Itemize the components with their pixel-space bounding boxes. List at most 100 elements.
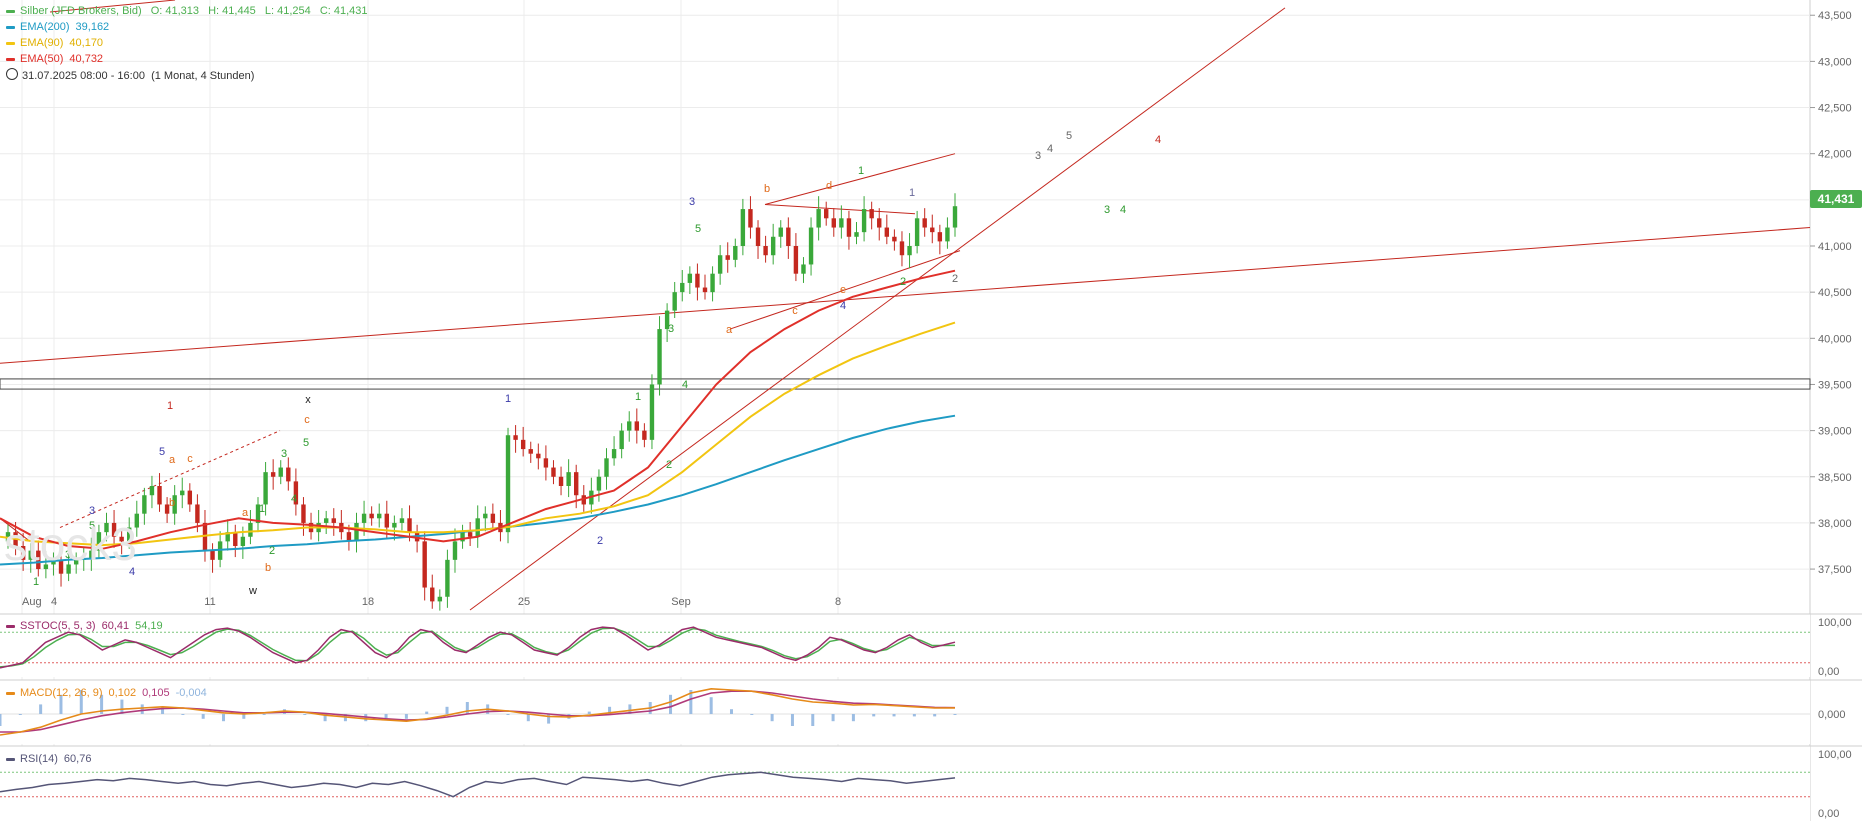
candle-body (899, 241, 905, 256)
sstoc-title: SSTOC(5, 5, 3) (20, 620, 96, 632)
rsi-value: 60,76 (63, 753, 92, 765)
candle-body (399, 518, 405, 523)
time-tick-label: 11 (204, 596, 215, 608)
wave-label: 3 (89, 505, 95, 517)
macd-histogram-bar (79, 690, 83, 714)
macd-histogram-bar (445, 706, 449, 714)
candle-body (164, 504, 170, 514)
long-trendline (0, 227, 1811, 364)
wave-label: 1 (505, 393, 511, 405)
price-tick-label: 40,500 (1818, 287, 1852, 299)
candle-body (536, 453, 541, 459)
ema200-value: 39,162 (75, 21, 110, 33)
candle-body (293, 481, 299, 505)
candle-body (96, 532, 102, 551)
rsi-tick-0: 0,00 (1818, 808, 1839, 820)
macd-histogram-bar (262, 714, 266, 715)
rsi-title: RSI(14) (20, 753, 58, 765)
candle-body (672, 292, 677, 311)
wave-label: 2 (900, 276, 906, 288)
candle-body (323, 518, 329, 523)
macd-signal-value: 0,105 (142, 687, 170, 699)
rsi-line (0, 771, 956, 798)
candle-body (377, 513, 382, 519)
candle-body (945, 227, 950, 242)
candle-body (574, 472, 579, 496)
wave-label: 1 (259, 503, 265, 515)
wave-label: 5 (695, 223, 701, 235)
wave-label: 3 (668, 323, 674, 335)
candle-body (490, 513, 496, 523)
candle-body (119, 536, 124, 542)
candle-body (278, 467, 283, 477)
candle-body (649, 384, 655, 440)
candle-body (248, 522, 253, 537)
legend-ema90: EMA(90) 40,170 (6, 36, 103, 50)
candle-body (475, 518, 480, 537)
wave-label: 3 (281, 448, 287, 460)
ema90-line (0, 321, 956, 547)
legend-macd: MACD(12, 26, 9) 0,102 0,105 -0,004 (6, 686, 207, 700)
wave-label: b (265, 562, 271, 574)
candle-body (528, 449, 533, 454)
candle-body (127, 527, 132, 542)
candle-body (642, 430, 647, 440)
ema200-name: EMA(200) (20, 21, 70, 33)
macd-histogram-bar (404, 714, 408, 719)
ema90-name: EMA(90) (20, 37, 64, 49)
wave-label: 4 (682, 379, 688, 391)
candle-body (937, 232, 943, 242)
price-tick-label: 42,500 (1818, 103, 1852, 115)
macd-value: 0,102 (108, 687, 137, 699)
sstoc-k-value: 60,41 (101, 620, 130, 632)
candle-body (195, 504, 200, 523)
candle-body (233, 532, 238, 546)
price-tick-label: 39,500 (1818, 379, 1852, 391)
wave-label: 5 (159, 446, 165, 458)
ohlc-open: 41,313 (165, 5, 200, 17)
candle-body (452, 541, 458, 560)
wave-label: 1 (858, 165, 864, 177)
wedge-lower-line (729, 250, 961, 330)
wave-label: d (826, 180, 832, 192)
ohlc-low: 41,254 (277, 5, 311, 17)
candle-body (611, 449, 617, 459)
instrument-label: Silber (JFD Brokers, Bid) (20, 5, 142, 17)
macd-histogram-bar (526, 714, 530, 722)
candle-body (793, 246, 799, 274)
candle-body (467, 532, 473, 537)
candle-body (73, 559, 79, 565)
wave-label: c (792, 305, 798, 317)
candle-body (422, 541, 427, 588)
candle-body (824, 209, 829, 219)
candle-body (202, 522, 208, 551)
candle-body (786, 227, 791, 246)
macd-histogram-bar (384, 714, 388, 719)
candle-body (627, 421, 632, 431)
macd-histogram-bar (547, 714, 551, 724)
wave-label: a (242, 507, 249, 519)
clock-icon (6, 68, 18, 80)
macd-histogram-bar (59, 694, 63, 714)
legend-ema50: EMA(50) 40,732 (6, 52, 103, 66)
candle-body (263, 472, 268, 505)
macd-histogram-bar (628, 704, 632, 714)
legend-rsi: RSI(14) 60,76 (6, 752, 91, 766)
candle-body (702, 287, 708, 293)
macd-histogram-bar (912, 714, 916, 717)
candle-body (680, 282, 685, 293)
candle-body (346, 532, 352, 542)
wave-label: 1 (635, 391, 641, 403)
candle-body (581, 495, 586, 505)
instrument-swatch (6, 9, 15, 13)
candle-body (5, 532, 11, 542)
macd-histogram-bar (39, 704, 43, 714)
top-left-line (49, 0, 176, 13)
candle-body (210, 550, 215, 560)
candle-body (301, 504, 306, 523)
last-price-tag: 41,431 (1810, 190, 1862, 208)
candle-body (770, 236, 776, 256)
candle-body (854, 232, 859, 237)
candle-body (566, 472, 571, 486)
